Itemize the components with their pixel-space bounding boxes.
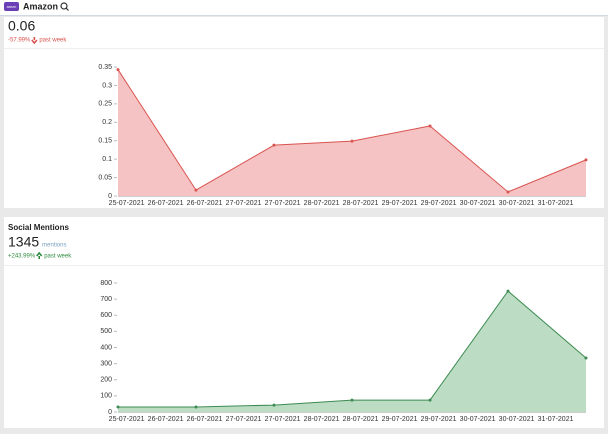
x-tick-label: 29-07-2021 xyxy=(421,200,457,207)
y-tick-label tick: 0 xyxy=(108,409,112,416)
change-arrow xyxy=(36,251,43,259)
y-tick-label tick: 600 xyxy=(100,312,112,319)
point xyxy=(272,403,276,407)
x-tick-label: 28-07-2021 xyxy=(343,416,379,423)
y-tick-label tick: 0.25 xyxy=(98,101,112,108)
change-suffix: past week xyxy=(44,254,72,260)
change-suffix: past week xyxy=(39,38,67,44)
point xyxy=(194,405,198,409)
area xyxy=(118,291,586,412)
y-tick-label tick: 700 xyxy=(100,296,112,303)
x-tick-label: 26-07-2021 xyxy=(148,200,184,207)
badge: amzn xyxy=(7,4,17,9)
metric: 1345 xyxy=(8,234,39,250)
point xyxy=(116,68,120,72)
point xyxy=(584,356,588,360)
area xyxy=(118,69,586,196)
y-tick-label tick: 400 xyxy=(100,344,112,351)
header-bar xyxy=(0,0,608,15)
x-tick-label: 29-07-2021 xyxy=(382,416,418,423)
y-tick-label tick: 500 xyxy=(100,328,112,335)
point xyxy=(428,398,432,402)
y-tick-label tick: 0.15 xyxy=(98,138,112,145)
x-tick-label: 27-07-2021 xyxy=(226,416,262,423)
y-tick-label tick: 800 xyxy=(100,280,112,287)
y-tick-label tick: 0.1 xyxy=(102,156,112,163)
x-tick-label: 29-07-2021 xyxy=(421,416,457,423)
x-tick-label: 25-07-2021 xyxy=(109,416,145,423)
y-tick-label tick: 0.35 xyxy=(98,64,112,71)
y-tick-label tick: 0.2 xyxy=(102,119,112,126)
x-tick-label: 27-07-2021 xyxy=(265,200,301,207)
point xyxy=(428,124,432,128)
x-tick-label: 30-07-2021 xyxy=(499,416,535,423)
point xyxy=(350,139,354,143)
x-tick-label: 26-07-2021 xyxy=(187,416,223,423)
x-tick-label: 31-07-2021 xyxy=(538,416,574,423)
point xyxy=(272,143,276,147)
point xyxy=(584,158,588,162)
y-tick-label tick: 0 xyxy=(108,193,112,200)
x-tick-label: 26-07-2021 xyxy=(187,200,223,207)
y-tick-label tick: 100 xyxy=(100,393,112,400)
x-tick-label: 28-07-2021 xyxy=(304,200,340,207)
x-tick-label: 28-07-2021 xyxy=(343,200,379,207)
badge-bg xyxy=(4,2,19,11)
change-arrow xyxy=(31,37,38,45)
x-tick-label: 30-07-2021 xyxy=(460,200,496,207)
point xyxy=(350,398,354,402)
x-tick-label: 30-07-2021 xyxy=(460,416,496,423)
y-tick-label tick: 0.05 xyxy=(98,174,112,181)
change: +243.99% xyxy=(8,254,36,260)
y-tick-label tick: 0.3 xyxy=(102,82,112,89)
x-tick-label: 27-07-2021 xyxy=(226,200,262,207)
y-tick-label tick: 200 xyxy=(100,377,112,384)
x-tick-label: 29-07-2021 xyxy=(382,200,418,207)
metric-unit: mentions xyxy=(42,243,66,249)
search-icon[interactable] xyxy=(60,2,69,11)
y-tick-label tick: 300 xyxy=(100,360,112,367)
header-title: Amazon xyxy=(23,1,58,11)
x-tick-label: 31-07-2021 xyxy=(538,200,574,207)
x-tick-label: 26-07-2021 xyxy=(148,416,184,423)
x-tick-label: 28-07-2021 xyxy=(304,416,340,423)
point xyxy=(506,190,510,194)
point xyxy=(116,405,120,409)
metric: 0.06 xyxy=(8,18,35,34)
panel-title: Social Mentions xyxy=(8,223,69,232)
x-tick-label: 30-07-2021 xyxy=(499,200,535,207)
point xyxy=(506,289,510,293)
x-tick-label: 25-07-2021 xyxy=(109,200,145,207)
change: -57.99% xyxy=(8,38,31,44)
x-tick-label: 27-07-2021 xyxy=(265,416,301,423)
point xyxy=(194,188,198,192)
